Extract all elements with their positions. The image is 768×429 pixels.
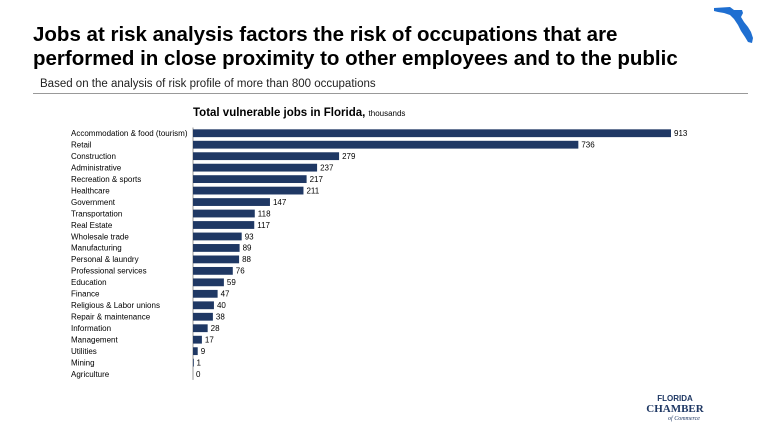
- value-label: 117: [257, 221, 270, 230]
- category-label: Transportation: [71, 209, 122, 218]
- bar: [193, 335, 202, 344]
- category-label: Management: [71, 335, 118, 344]
- chart-title-unit: thousands: [368, 109, 406, 118]
- category-label: Personal & laundry: [71, 255, 139, 264]
- value-label: 93: [245, 232, 254, 241]
- category-label: Accommodation & food (tourism): [71, 129, 188, 138]
- bar: [193, 289, 218, 298]
- florida-map-icon: [714, 7, 753, 43]
- bar: [193, 266, 233, 275]
- value-label: 76: [236, 267, 245, 276]
- value-label: 17: [205, 335, 214, 344]
- category-label: Retail: [71, 141, 92, 150]
- category-label: Finance: [71, 290, 100, 299]
- bar: [193, 152, 340, 161]
- category-label: Agriculture: [71, 370, 110, 379]
- title-divider: [33, 93, 748, 94]
- value-label: 9: [201, 347, 206, 356]
- category-label: Wholesale trade: [71, 232, 129, 241]
- category-label: Utilities: [71, 347, 97, 356]
- bar: [193, 244, 240, 252]
- chart-title-text: Total vulnerable jobs in Florida,: [193, 107, 366, 119]
- bar: [193, 209, 255, 218]
- value-label: 0: [196, 370, 201, 379]
- category-label: Healthcare: [71, 186, 110, 195]
- logo-line1: FLORIDA: [657, 394, 693, 403]
- category-label: Construction: [71, 152, 116, 161]
- category-label: Religious & Labor unions: [71, 301, 160, 310]
- value-label: 217: [310, 175, 324, 184]
- page-subtitle: Based on the analysis of risk profile of…: [40, 78, 376, 90]
- bar: [193, 347, 198, 356]
- value-label: 40: [217, 301, 226, 310]
- category-label: Manufacturing: [71, 244, 122, 253]
- bar: [193, 232, 242, 241]
- value-label: 211: [306, 186, 319, 195]
- bar: [193, 175, 307, 184]
- bar: [193, 129, 671, 138]
- bar: [193, 140, 579, 149]
- value-label: 38: [216, 313, 225, 322]
- bar: [193, 186, 304, 195]
- category-label: Real Estate: [71, 221, 113, 230]
- value-label: 118: [258, 209, 271, 218]
- value-label: 736: [581, 141, 595, 150]
- value-label: 237: [320, 163, 334, 172]
- category-label: Education: [71, 278, 107, 287]
- value-label: 279: [342, 152, 356, 161]
- chart-title: Total vulnerable jobs in Florida, thousa…: [193, 107, 405, 119]
- bar: [193, 198, 270, 206]
- bar: [193, 301, 214, 310]
- value-label: 89: [243, 244, 252, 253]
- value-label: 1: [197, 358, 202, 367]
- category-label: Government: [71, 198, 116, 207]
- value-label: 88: [242, 255, 251, 264]
- bar: [193, 324, 208, 333]
- logo-line2: CHAMBER: [646, 403, 705, 415]
- florida-chamber-logo: FLORIDA CHAMBER of Commerce: [646, 394, 705, 422]
- value-label: 913: [674, 129, 688, 138]
- page-title: Jobs at risk analysis factors the risk o…: [33, 23, 678, 70]
- category-label: Repair & maintenance: [71, 313, 151, 322]
- category-label: Recreation & sports: [71, 175, 141, 184]
- category-label: Professional services: [71, 267, 147, 276]
- category-label: Information: [71, 324, 111, 333]
- bar: [193, 163, 318, 172]
- value-label: 147: [273, 198, 287, 207]
- value-label: 28: [211, 324, 220, 333]
- bar: [193, 255, 240, 264]
- category-label: Administrative: [71, 163, 122, 172]
- bar: [193, 278, 224, 287]
- logo-line3: of Commerce: [668, 415, 700, 422]
- bar: [193, 358, 194, 367]
- bar: [193, 221, 255, 229]
- category-label: Mining: [71, 358, 95, 367]
- florida-map-shape: [714, 7, 753, 43]
- value-label: 47: [221, 290, 230, 299]
- value-label: 59: [227, 278, 236, 287]
- bar: [193, 312, 213, 321]
